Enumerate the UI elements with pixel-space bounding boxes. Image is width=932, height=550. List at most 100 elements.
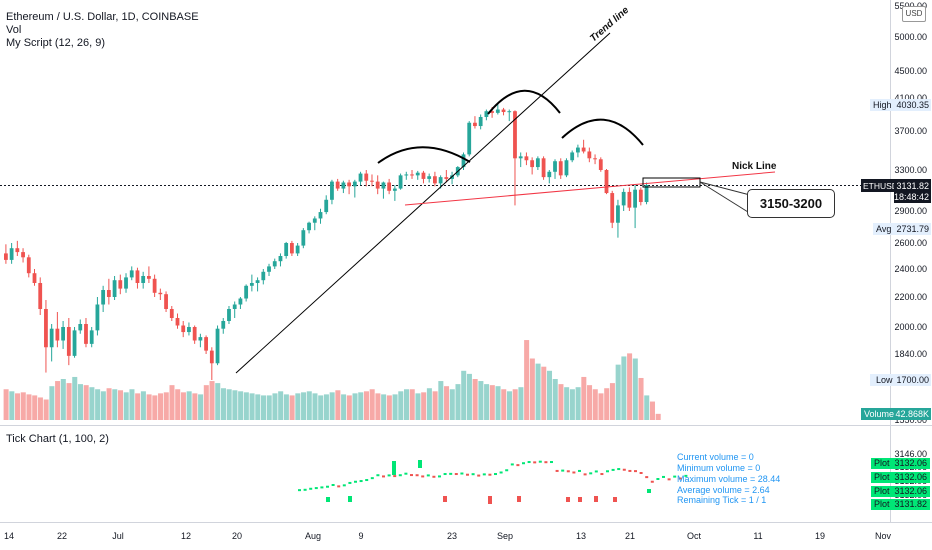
volume-bar bbox=[158, 393, 164, 420]
volume-bar bbox=[478, 381, 484, 420]
candle-body bbox=[381, 182, 386, 189]
candle-body bbox=[290, 243, 294, 254]
volume-bar bbox=[552, 379, 558, 420]
candle-body bbox=[124, 277, 128, 289]
right-shoulder-arc[interactable] bbox=[561, 118, 644, 146]
volume-bar bbox=[455, 384, 461, 420]
script-indicator-label[interactable]: My Script (12, 26, 9) bbox=[6, 37, 106, 49]
volume-bar bbox=[180, 392, 186, 420]
tick-mark bbox=[314, 487, 318, 490]
candle-body bbox=[312, 218, 317, 223]
volume-bar bbox=[632, 358, 638, 420]
volume-bar bbox=[129, 389, 135, 420]
tick-mark bbox=[611, 468, 615, 471]
tick-mark bbox=[650, 480, 654, 483]
tick-mark bbox=[449, 472, 453, 475]
left-shoulder-arc[interactable] bbox=[377, 146, 471, 164]
tick-volume-mark bbox=[566, 497, 570, 502]
tick-chart-series bbox=[298, 460, 688, 504]
maximum-volume-text: Maximum volume = 28.44 bbox=[677, 474, 781, 484]
candle-body bbox=[209, 350, 214, 364]
bar-countdown: 18:48:42 bbox=[894, 192, 929, 202]
candle-body bbox=[513, 111, 517, 159]
tick-volume-mark bbox=[326, 497, 330, 502]
candle-body bbox=[484, 111, 489, 117]
volume-bar bbox=[466, 373, 472, 420]
candle-body bbox=[21, 252, 25, 258]
volume-bar bbox=[9, 391, 15, 420]
candle-body bbox=[9, 248, 14, 260]
volume-bar bbox=[375, 393, 381, 420]
volume-bar bbox=[495, 386, 501, 420]
volume-bar bbox=[95, 389, 101, 420]
head-arc[interactable] bbox=[487, 89, 561, 115]
tick-volume-mark bbox=[488, 496, 492, 504]
candle-body bbox=[490, 111, 494, 113]
candle-body bbox=[118, 280, 123, 289]
volume-bar bbox=[163, 392, 169, 420]
volume-bar bbox=[363, 391, 369, 420]
candle-body bbox=[175, 318, 180, 326]
volume-bar bbox=[295, 393, 301, 420]
volume-bar bbox=[3, 389, 9, 420]
price-target-callout[interactable]: 3150-3200 bbox=[747, 189, 835, 218]
plot-tag: Plot 3132.06 bbox=[871, 458, 930, 469]
tick-volume-mark bbox=[647, 489, 651, 493]
candle-body bbox=[535, 158, 540, 168]
candle-body bbox=[78, 324, 83, 331]
volume-bar bbox=[152, 395, 158, 420]
tick-mark bbox=[432, 475, 436, 478]
candle-body bbox=[392, 188, 397, 191]
high-value: 4030.35 bbox=[896, 100, 929, 110]
candle-body bbox=[341, 182, 346, 189]
candle-body bbox=[187, 327, 191, 333]
volume-bar bbox=[501, 389, 507, 420]
tick-mark bbox=[443, 473, 447, 476]
volume-bar bbox=[449, 389, 455, 420]
price-tick-label: 2000.00 bbox=[894, 322, 927, 332]
volume-bar bbox=[43, 399, 49, 420]
tick-volume-mark bbox=[517, 496, 521, 502]
currency-button[interactable]: USD bbox=[902, 6, 926, 22]
volume-bar bbox=[261, 395, 267, 420]
candle-body bbox=[570, 152, 575, 161]
candle-body bbox=[152, 278, 157, 293]
tick-volume-mark bbox=[418, 460, 422, 468]
tick-mark bbox=[415, 474, 419, 477]
volume-bar bbox=[392, 394, 398, 420]
candle-series bbox=[4, 103, 649, 380]
price-tick-label: 2600.00 bbox=[894, 238, 927, 248]
volume-bar bbox=[598, 393, 604, 420]
average-volume-text: Average volume = 2.64 bbox=[677, 485, 770, 495]
volume-bar bbox=[32, 395, 38, 420]
volume-bar bbox=[266, 395, 272, 420]
candle-body bbox=[421, 172, 426, 179]
callout-pointer bbox=[699, 181, 751, 196]
candle-body bbox=[478, 116, 483, 127]
candle-body bbox=[4, 253, 8, 260]
tick-mark bbox=[645, 476, 649, 479]
volume-bar bbox=[575, 387, 581, 420]
low-badge: Low 1700.00 bbox=[870, 374, 931, 386]
tick-mark bbox=[426, 474, 430, 477]
nick-line[interactable] bbox=[404, 171, 776, 206]
time-axis[interactable]: 14 22 Jul 12 20 Aug 9 23 Sep 13 21 Oct 11 19 Nov bbox=[4, 531, 892, 541]
tick-chart-label[interactable]: Tick Chart (1, 100, 2) bbox=[6, 433, 109, 445]
volume-bar bbox=[226, 389, 232, 420]
time-tick-label: 19 bbox=[815, 531, 825, 541]
volume-series bbox=[3, 340, 661, 420]
price-axis[interactable]: 5500.005000.004500.004100.003700.003300.… bbox=[894, 1, 927, 425]
volume-bar bbox=[255, 394, 261, 420]
volume-bar bbox=[335, 390, 341, 420]
tick-mark bbox=[673, 475, 677, 478]
volume-bar bbox=[404, 389, 410, 420]
nick-line-label: Nick Line bbox=[732, 161, 777, 172]
candle-body bbox=[267, 266, 271, 272]
time-tick-label: Jul bbox=[112, 531, 124, 541]
candle-body bbox=[255, 280, 260, 283]
candle-body bbox=[84, 324, 88, 344]
price-tick-label: 2900.00 bbox=[894, 206, 927, 216]
symbol-title[interactable]: Ethereum / U.S. Dollar, 1D, COINBASE bbox=[6, 11, 199, 23]
vol-indicator-label[interactable]: Vol bbox=[6, 24, 22, 36]
